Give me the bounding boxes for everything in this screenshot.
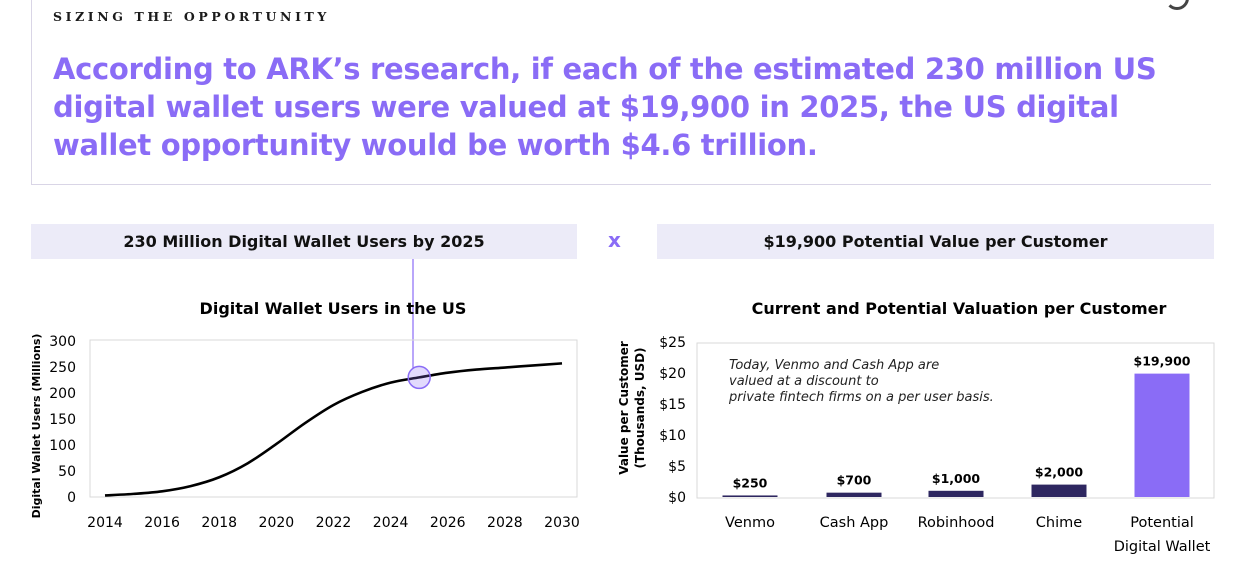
annotation-line: valued at a discount to	[729, 374, 879, 389]
bar-chime	[1031, 484, 1087, 497]
bar-category-label: Digital Wallet	[1114, 539, 1211, 555]
bar-data-label: $700	[837, 473, 872, 488]
line-xtick-label: 2016	[144, 515, 180, 531]
bar-ytick-label: $5	[668, 459, 686, 475]
bar-category-label: Potential	[1130, 515, 1194, 531]
multiply-operator: x	[608, 228, 621, 252]
bar-plot-area	[696, 342, 1215, 499]
bar-ytick-label: $25	[659, 335, 686, 351]
line-ytick-label: 50	[58, 464, 76, 480]
value-banner: $19,900 Potential Value per Customer	[657, 224, 1214, 259]
bar-category-label: Venmo	[725, 515, 775, 531]
bar-category-label: Cash App	[820, 515, 889, 531]
header-panel	[31, 0, 1211, 185]
line-xtick-label: 2020	[259, 515, 295, 531]
bar-ytick-label: $15	[659, 397, 686, 413]
line-ytick-label: 150	[49, 412, 76, 428]
bar-ytick-label: $0	[668, 490, 686, 506]
bar-category-label: Robinhood	[918, 515, 995, 531]
bar-ytick-label: $10	[659, 428, 686, 444]
line-plot-area	[89, 339, 578, 498]
bar-chart-ylabel: Value per Customer (Thousands, USD)	[617, 341, 647, 475]
line-ytick-label: 200	[49, 386, 76, 402]
line-xtick-label: 2028	[487, 515, 523, 531]
line-chart-ylabel: Digital Wallet Users (Millions)	[30, 334, 43, 519]
line-ytick-label: 100	[49, 438, 76, 454]
line-xtick-label: 2026	[430, 515, 466, 531]
bar-category-label: Chime	[1036, 515, 1082, 531]
annotation-line: Today, Venmo and Cash App are	[729, 358, 939, 373]
line-ytick-label: 0	[67, 490, 76, 506]
bar-potential-digital-wallet	[1134, 373, 1190, 497]
bar-data-label: $1,000	[932, 471, 981, 486]
line-chart-title: Digital Wallet Users in the US	[200, 299, 467, 318]
bar-data-label: $250	[733, 475, 768, 490]
highlight-2025-point	[407, 365, 431, 390]
bar-venmo	[722, 495, 778, 497]
section-eyebrow: SIZING THE OPPORTUNITY	[53, 9, 330, 24]
bar-ytick-label: $20	[659, 366, 686, 382]
line-xtick-label: 2024	[373, 515, 409, 531]
bar-robinhood	[928, 490, 984, 497]
headline: According to ARK’s research, if each of …	[53, 52, 1157, 162]
bar-ylabel-line: (Thousands, USD)	[633, 347, 647, 468]
line-xtick-label: 2022	[316, 515, 352, 531]
series-line-users	[104, 362, 563, 497]
line-xtick-label: 2018	[201, 515, 237, 531]
bar-data-label: $2,000	[1035, 465, 1084, 480]
line-xtick-label: 2014	[87, 515, 123, 531]
bar-data-label: $19,900	[1134, 354, 1191, 369]
bar-chart-title: Current and Potential Valuation per Cust…	[752, 299, 1167, 318]
bar-ylabel-line: Value per Customer	[617, 341, 631, 475]
line-ytick-label: 300	[49, 334, 76, 350]
users-banner: 230 Million Digital Wallet Users by 2025	[31, 224, 577, 259]
annotation-line: private fintech firms on a per user basi…	[728, 390, 994, 405]
line-ytick-label: 250	[49, 360, 76, 376]
line-xtick-label: 2030	[544, 515, 580, 531]
bar-cash-app	[826, 492, 882, 497]
